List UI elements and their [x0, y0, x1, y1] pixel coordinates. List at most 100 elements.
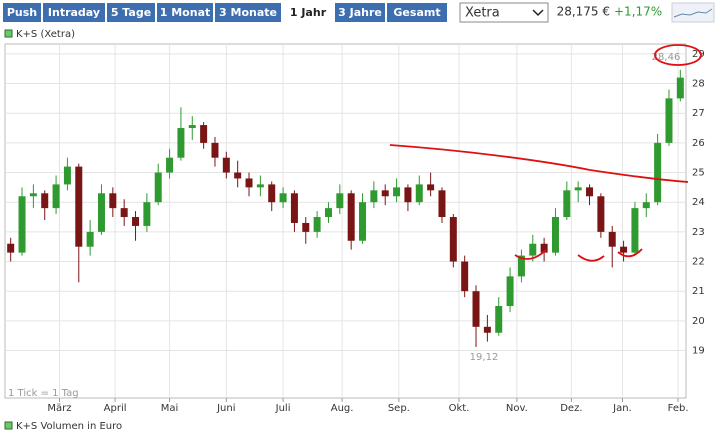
y-tick-label: 27 [692, 108, 705, 119]
toolbar: Push Intraday 5 Tage 1 Monat 3 Monate 1 Jahr 3… [3, 3, 447, 22]
mini-chart-line [673, 8, 713, 18]
candle-body [676, 77, 684, 99]
x-tick-label: April [104, 403, 127, 414]
volume-swatch [4, 421, 13, 430]
plot-frame [4, 43, 687, 399]
y-tick-label: 25 [692, 168, 705, 179]
candle-body [495, 306, 503, 333]
x-tick-label: Dez. [560, 403, 582, 414]
candle-body [200, 125, 208, 143]
candle-body [483, 326, 491, 333]
candle-body [631, 208, 639, 253]
y-tick-label: 19 [692, 346, 705, 357]
toolbar-button[interactable] [43, 3, 105, 22]
toolbar-button-label: Gesamt [393, 6, 440, 19]
candle-body [41, 193, 49, 209]
candle-body [52, 184, 60, 209]
candle-body [551, 217, 559, 253]
candle-body [665, 98, 673, 143]
candle-body [449, 217, 457, 262]
toolbar-button[interactable] [283, 3, 333, 22]
candle-body [63, 166, 71, 185]
toolbar-button[interactable] [107, 3, 155, 22]
toolbar-button-label: 3 Monate [219, 6, 277, 19]
x-tick-label: Juli [275, 403, 291, 414]
candle-body [166, 157, 174, 173]
candle-body [313, 217, 321, 232]
annotation: 28,46 [652, 52, 681, 63]
toolbar-button-label: Push [7, 6, 37, 19]
candle-body [97, 193, 105, 232]
candle-body [620, 246, 628, 253]
candle-body [18, 196, 26, 253]
price: 28,175 € [557, 5, 610, 19]
candle-body [506, 276, 514, 307]
candle-body [302, 222, 310, 232]
toolbar-button[interactable] [387, 3, 447, 22]
candle-body [154, 172, 162, 203]
select-arrow [532, 9, 544, 17]
candle-body [290, 193, 298, 223]
x-tick-label: Juni [216, 403, 235, 414]
toolbar-button-label: 1 Monat [160, 6, 211, 19]
x-tick-label: Aug. [331, 403, 354, 414]
annotation: 19,12 [470, 352, 499, 363]
candle-body [370, 190, 378, 203]
y-tick-label: 21 [692, 286, 705, 297]
x-tick-label: Mai [161, 403, 179, 414]
candle-body [7, 243, 15, 253]
candle-body [597, 196, 605, 232]
candle-body [324, 208, 332, 218]
toolbar-button[interactable] [335, 3, 385, 22]
y-tick-label: 23 [692, 227, 705, 238]
toolbar-button[interactable] [157, 3, 213, 22]
candle-body [143, 202, 151, 226]
mini-chart[interactable] [671, 2, 715, 23]
candle-body [461, 261, 469, 292]
smile-1 [514, 249, 547, 260]
x-tick-label: Feb. [668, 403, 689, 414]
candle-body [427, 184, 435, 191]
candle-body [654, 142, 662, 203]
y-tick-label: 22 [692, 257, 705, 268]
candle-body [438, 190, 446, 218]
candle-body [188, 125, 196, 129]
candle-body [517, 255, 525, 277]
candle-body [234, 172, 242, 179]
candle-body [268, 184, 276, 203]
toolbar-button-label: 5 Tage [111, 6, 151, 19]
candle-body [132, 217, 140, 226]
candle-body [75, 166, 83, 247]
change: +1,17% [614, 5, 662, 19]
candle-body [586, 187, 594, 197]
exchange-select[interactable] [459, 2, 549, 23]
candle-body [608, 231, 616, 247]
candle-body [279, 193, 287, 203]
y-tick-label: 24 [692, 197, 705, 208]
exchange-label: Xetra [465, 6, 500, 21]
plot: 19 20 21 22 23 24 25 26 27 28 29 März April Mai Juni Ju… [5, 44, 705, 414]
top-circle [654, 44, 702, 66]
candle-body [256, 184, 264, 188]
candle-body [86, 231, 94, 247]
y-tick-label: 20 [692, 316, 705, 327]
candle-body [404, 187, 412, 203]
toolbar-button-label: 3 Jahre [338, 6, 382, 19]
y-tick-label: 28 [692, 79, 705, 90]
x-tick-label: Nov. [506, 403, 528, 414]
x-tick-label: März [47, 403, 71, 414]
candle-body [211, 142, 219, 158]
y-tick-label: 26 [692, 138, 705, 149]
candle-body [415, 184, 423, 203]
x-tick-label: Sep. [388, 403, 410, 414]
hand-annotations [389, 44, 702, 262]
candle-body [109, 193, 117, 209]
toolbar-button[interactable] [3, 3, 41, 22]
candle-body [359, 202, 367, 241]
legend-swatch [4, 29, 13, 38]
toolbar-button[interactable] [215, 3, 281, 22]
toolbar-button-label: Intraday [48, 6, 100, 19]
candle-body [245, 178, 253, 188]
candle-body [177, 128, 185, 158]
